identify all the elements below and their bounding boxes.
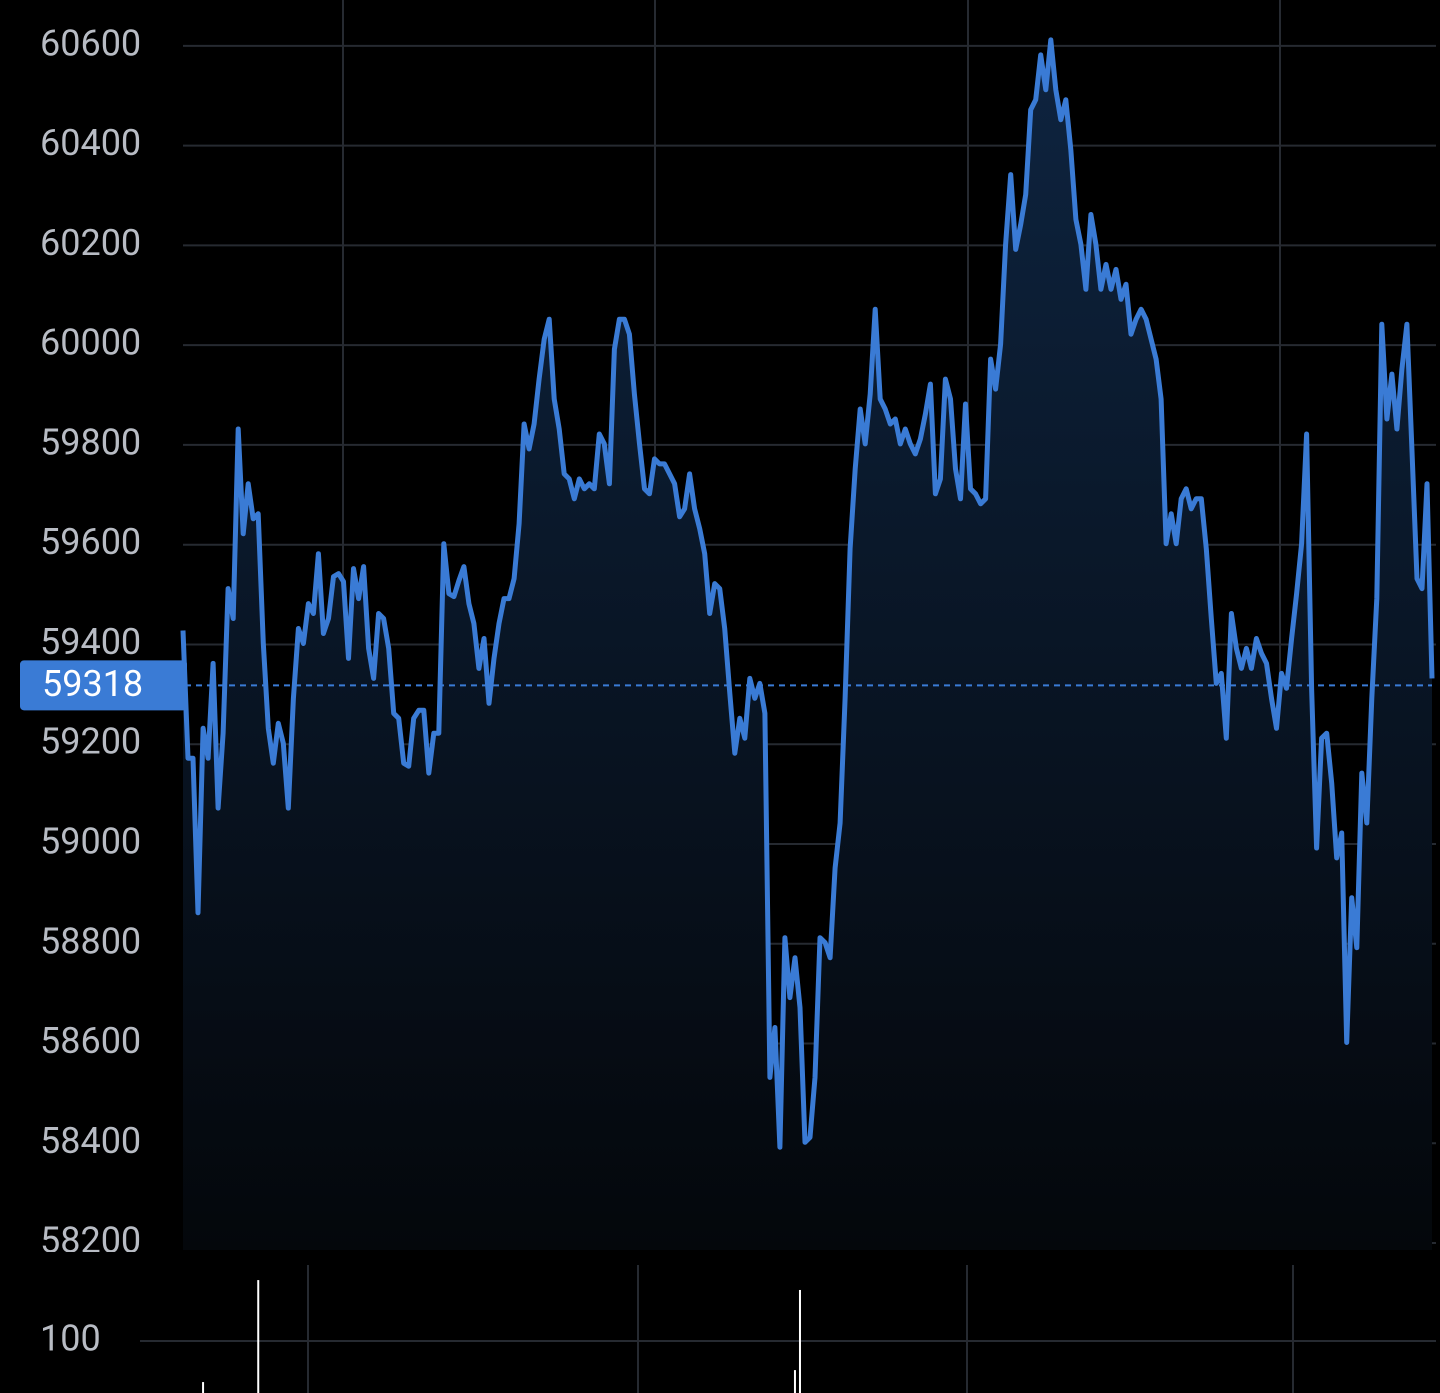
- y-tick-label: 59000: [40, 820, 141, 862]
- volume-bar: [202, 1382, 205, 1393]
- y-tick-label: 59800: [40, 421, 141, 463]
- volume-bar: [798, 1289, 801, 1393]
- current-price-box: [20, 660, 187, 711]
- y-tick-label: 59200: [40, 721, 141, 763]
- volume-bar: [257, 1280, 260, 1393]
- y-tick-label: 58800: [40, 920, 141, 962]
- y-tick-label: 58200: [40, 1220, 141, 1262]
- y-tick-label: 58400: [40, 1120, 141, 1162]
- y-tick-label: 60000: [40, 322, 141, 364]
- y-tick-label: 100: [40, 1317, 101, 1359]
- y-tick-label: 58600: [40, 1020, 141, 1062]
- volume-pane: 100: [40, 1265, 1436, 1393]
- y-tick-label: 59400: [40, 621, 141, 663]
- area-fill: [183, 39, 1432, 1250]
- current-price-label: 59318: [42, 663, 143, 705]
- y-tick-label: 59600: [40, 521, 141, 563]
- y-tick-label: 60600: [40, 22, 141, 64]
- y-tick-label: 60200: [40, 222, 141, 264]
- y-tick-label: 60400: [40, 122, 141, 164]
- price-line: [180, 37, 1435, 1150]
- price-pane: 58200 58400 58600 58800 59000 59200 59400 59600…: [40, 0, 1436, 1262]
- volume-bar: [793, 1370, 796, 1393]
